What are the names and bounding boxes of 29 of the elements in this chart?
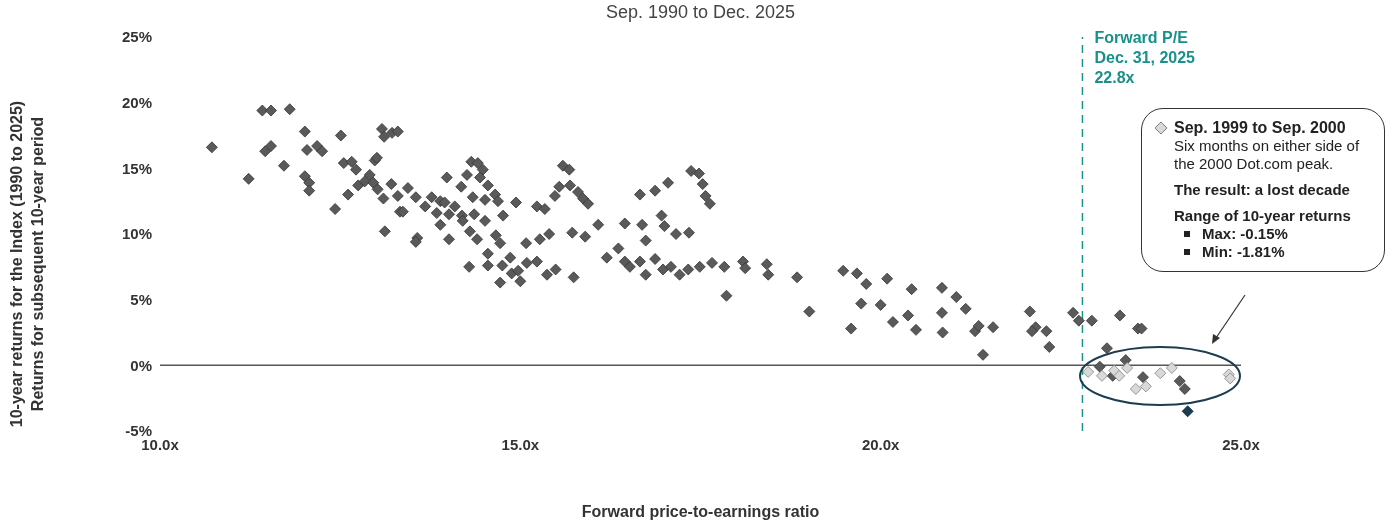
annotation: Max: -0.15% xyxy=(1202,225,1288,243)
point xyxy=(1224,372,1237,385)
annotation: Six months on either side of the 2000 Dot.com peak. xyxy=(1174,137,1361,173)
ref-line-label: Forward P/E Dec. 31, 2025 22.8x xyxy=(1094,29,1196,86)
annotation: Range of 10-year returns xyxy=(1174,207,1351,225)
point xyxy=(1113,369,1126,382)
chart-title: Sep. 1990 to Dec. 2025 xyxy=(604,2,797,23)
point xyxy=(1121,362,1134,374)
point xyxy=(1139,380,1152,393)
legend-label: Sep. 1999 to Sep. 2000 xyxy=(1174,119,1346,137)
y-tick-label: 10% xyxy=(121,225,152,243)
y-tick-label: 0% xyxy=(130,356,152,374)
y-tick-label: 5% xyxy=(130,290,152,308)
x-tick-label: 20.0x xyxy=(861,435,901,453)
annotation: The result: a lost decade xyxy=(1174,181,1350,199)
point xyxy=(1154,367,1167,380)
point xyxy=(1096,369,1108,382)
point xyxy=(1165,362,1178,374)
y-tick-label: 15% xyxy=(121,159,152,177)
y-tick-label: 20% xyxy=(121,93,152,111)
point xyxy=(1181,405,1194,418)
x-tick-label: 15.0x xyxy=(501,435,540,453)
x-tick-label: 25.0x xyxy=(1222,435,1261,453)
x-axis-title: Forward price-to-earnings ratio xyxy=(581,503,820,520)
y-tick-label: 25% xyxy=(121,28,152,46)
point xyxy=(1082,366,1095,378)
annotation: Min: -1.81% xyxy=(1202,243,1285,261)
point xyxy=(1129,383,1142,395)
y-axis-title: 10-year returns for the Index (1990 to 2025) Returns for subsequent 10-year period xyxy=(8,100,46,428)
